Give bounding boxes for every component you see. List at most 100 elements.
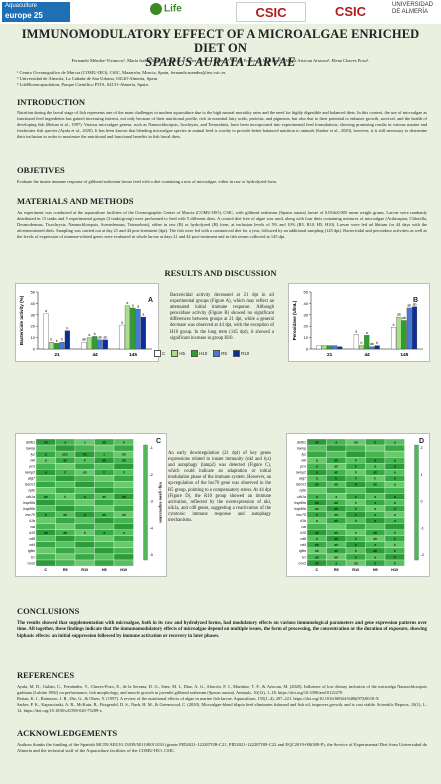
cell-letter: b [123, 440, 125, 444]
bar-letter: b [376, 341, 378, 345]
x-tick-label: 21 [54, 352, 60, 358]
heat-cell [365, 523, 386, 530]
figure-c: defb1 ab a c ab b hamp lyz a abc bc c ab nkl a ab b ab ab p… [15, 433, 167, 577]
heat-cell [55, 553, 76, 561]
cell-letter: a [335, 561, 337, 565]
cell-letter: b [355, 531, 357, 535]
bar [86, 337, 92, 350]
figure-d: defb1 ab a ab b a hamp lyz nkl a ab b a a pcn a ab b a a lam… [286, 433, 435, 577]
legend-swatch [171, 350, 179, 357]
cell-letter: c [103, 452, 105, 456]
cell-letter: ab [122, 458, 126, 462]
heat-cell [94, 541, 115, 549]
cell-letter: a [103, 531, 105, 535]
colorbar-tick: -1 [421, 526, 424, 530]
heat-cell [94, 535, 115, 543]
cell-letter: ab [315, 507, 319, 511]
row-label: cat [301, 525, 307, 529]
heat-cell [74, 505, 95, 512]
heat-cell [74, 487, 95, 494]
cell-letter: ab [102, 440, 106, 444]
heat-cell [55, 499, 76, 506]
cell-letter: ab [373, 549, 377, 553]
row-label: il1b [29, 519, 35, 523]
references-list: Ayala, M. D., Galián, C., Fernández, V.,… [17, 684, 427, 714]
cell-letter: ab [83, 471, 87, 475]
results-text-1: Bactericidal activity decreased at 21 dp… [170, 293, 274, 341]
figure-b: 0 10 20 30 40 50 Peroxidase (U/mL) 21 44 a b a ab b 14… [288, 283, 430, 362]
cell-letter: b [374, 561, 376, 565]
legend-item: H10 [191, 350, 210, 357]
cell-letter: a [374, 501, 376, 505]
bar-letter: b [393, 323, 395, 327]
cell-letter: ab [373, 483, 377, 487]
colorbar-tick: -2 [421, 553, 424, 557]
y-axis-label: Bactericide activity (%) [19, 295, 24, 345]
heat-cell [55, 481, 76, 488]
aqua-logo-top: Aquaculture [5, 3, 38, 9]
row-label: pcn [28, 465, 35, 469]
intro-heading: INTRODUCTION [17, 97, 86, 107]
cell-letter: ab [44, 440, 48, 444]
heat-cell [306, 444, 327, 452]
panel-label-b: B [413, 297, 419, 304]
column-label: H10 [391, 568, 398, 572]
colorbar [414, 444, 419, 561]
conclusions-text: The results showed that supplementation … [17, 621, 427, 639]
cell-letter: ab [373, 537, 377, 541]
cell-letter: ab [122, 495, 126, 499]
bar [59, 342, 65, 350]
heat-cell [94, 499, 115, 506]
cell-letter: b [355, 495, 357, 499]
cell-letter: ab [102, 458, 106, 462]
bar [353, 334, 359, 350]
cell-letter: b [355, 507, 357, 511]
bar [97, 339, 103, 350]
cell-letter: b [355, 458, 357, 462]
reference-1: Ayala, M. D., Galián, C., Fernández, V.,… [17, 684, 427, 695]
row-label: igfbr [299, 549, 307, 553]
cell-letter: b [374, 440, 376, 444]
row-label: atg7 [28, 477, 36, 481]
bar-letter: b [66, 326, 68, 330]
heat-cell [113, 547, 134, 555]
bar [332, 345, 338, 350]
csic-logo-2: CSIC [334, 4, 367, 19]
cell-letter: ab [315, 549, 319, 553]
cell-letter: ab [334, 537, 338, 541]
cell-letter: ab [334, 501, 338, 505]
colorbar [143, 444, 148, 561]
y-tick-label: 0 [306, 347, 309, 352]
bar [326, 345, 332, 350]
cell-letter: ab [44, 495, 48, 499]
row-label: hamp [297, 446, 306, 450]
cell-letter: a [394, 501, 396, 505]
colorbar-tick: -1 [150, 446, 153, 450]
bar-letter: a [366, 331, 368, 335]
bar [396, 316, 402, 350]
cell-letter: a [84, 513, 86, 517]
cell-letter: b [355, 483, 357, 487]
cell-letter: ab [334, 531, 338, 535]
heat-cell [94, 505, 115, 512]
bar-letter: a [126, 301, 128, 305]
cell-letter: ab [315, 483, 319, 487]
heat-cell [94, 517, 115, 524]
row-label: lyz [30, 452, 35, 456]
bar-letter: a [355, 330, 357, 334]
x-tick-label: 145 [400, 352, 408, 358]
cell-letter: a [335, 495, 337, 499]
heat-cell [94, 523, 115, 530]
cell-letter: b [355, 519, 357, 523]
row-label: nkl [301, 458, 306, 462]
cell-letter: b [355, 501, 357, 505]
bar-letter: b [94, 332, 96, 336]
cell-letter: b [394, 555, 396, 559]
cell-letter: a [374, 458, 376, 462]
reference-3: Sarker, P. K., Kapuscinski, A. R., McKui… [17, 701, 427, 713]
heat-cell [55, 505, 76, 512]
ack-text: Authors thanks the funding of the Spanis… [17, 742, 427, 753]
cell-letter: bc [83, 452, 87, 456]
heat-cell [74, 463, 95, 470]
figure-a: 0 10 20 30 40 50 Bactericide activity (%) 21 a b b… [15, 283, 159, 362]
